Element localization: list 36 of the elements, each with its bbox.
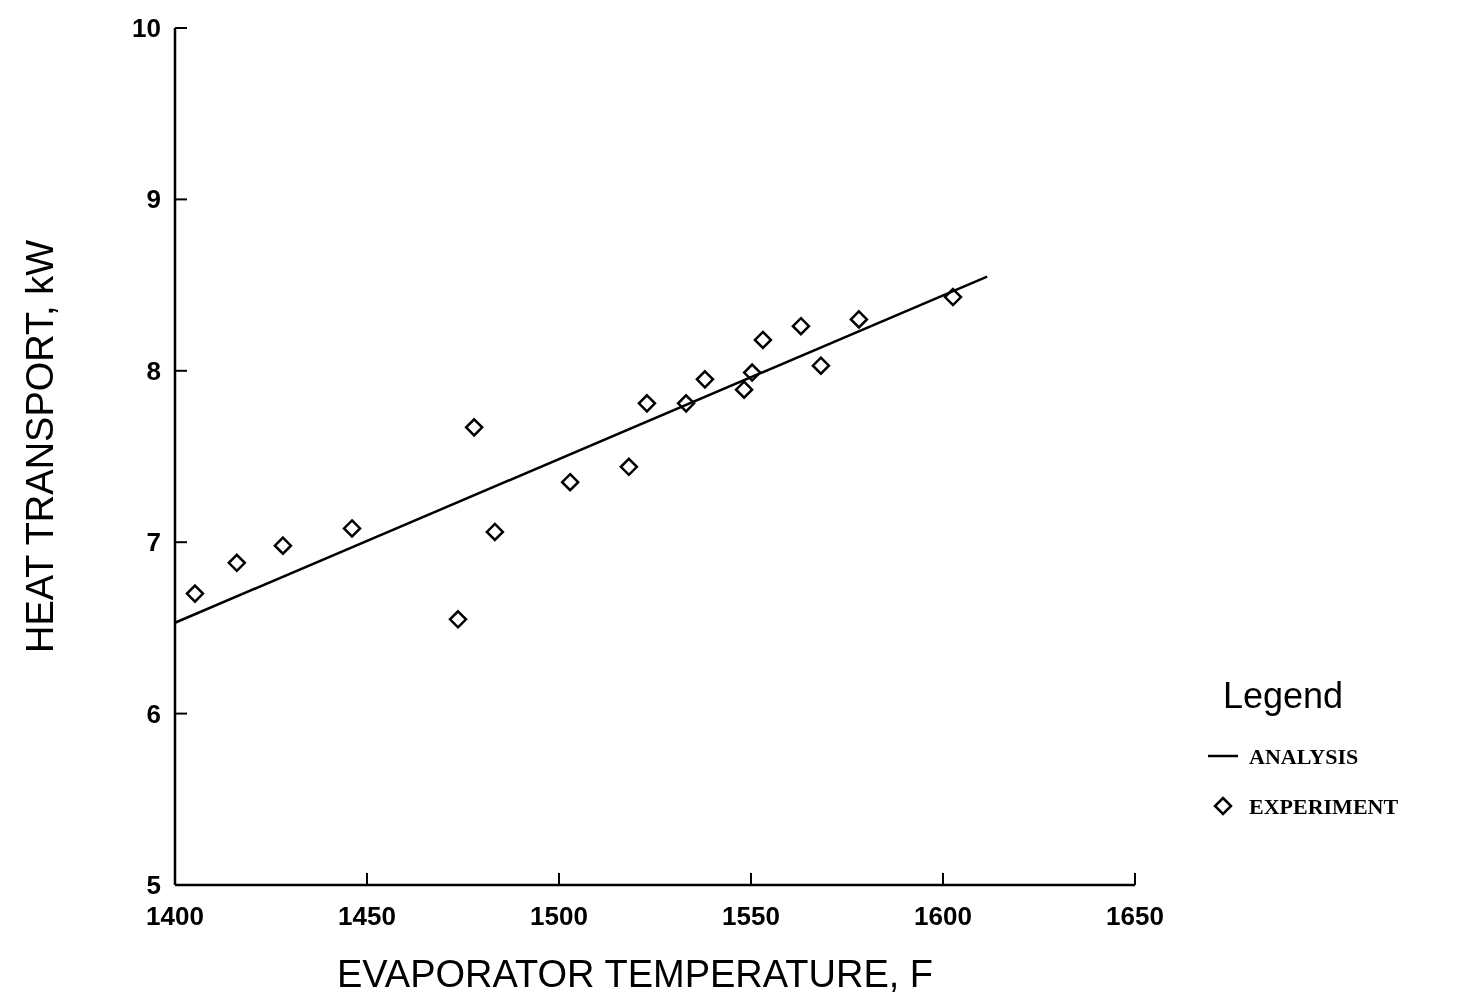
legend-title: Legend [1223, 675, 1344, 716]
x-tick-label: 1550 [722, 901, 780, 931]
x-axis-title: EVAPORATOR TEMPERATURE, F [336, 953, 934, 995]
point [943, 287, 963, 307]
legend-label: ANALYSIS [1249, 744, 1359, 769]
point [742, 363, 762, 382]
point [734, 380, 754, 399]
y-tick-label: 5 [146, 870, 161, 900]
point [791, 316, 811, 336]
point [695, 370, 715, 389]
x-tick-label: 1450 [338, 901, 396, 931]
point [185, 584, 205, 603]
point [485, 522, 505, 542]
point [227, 553, 247, 573]
y-tick-label: 9 [146, 184, 161, 215]
y-tick-label: 6 [146, 698, 161, 729]
x-tick-label: 1600 [914, 901, 972, 931]
x-tick-label: 1650 [1106, 901, 1164, 931]
point [849, 310, 869, 329]
x-tick-label: 1400 [146, 901, 204, 931]
point [342, 519, 362, 538]
y-tick-label: 7 [146, 527, 161, 558]
point [753, 330, 773, 350]
point [619, 457, 639, 477]
point [273, 536, 293, 555]
point [676, 394, 696, 413]
point [637, 394, 657, 413]
point [464, 418, 484, 437]
x-tick-label: 1500 [530, 901, 588, 931]
y-axis-title: HEAT TRANSPORT, kW [19, 239, 61, 654]
legend-label: EXPERIMENT [1249, 794, 1399, 819]
y-tick-label: 8 [146, 355, 161, 386]
y-tick-label: 10 [132, 13, 161, 43]
point [811, 356, 831, 375]
point [560, 472, 580, 492]
point [448, 610, 468, 629]
